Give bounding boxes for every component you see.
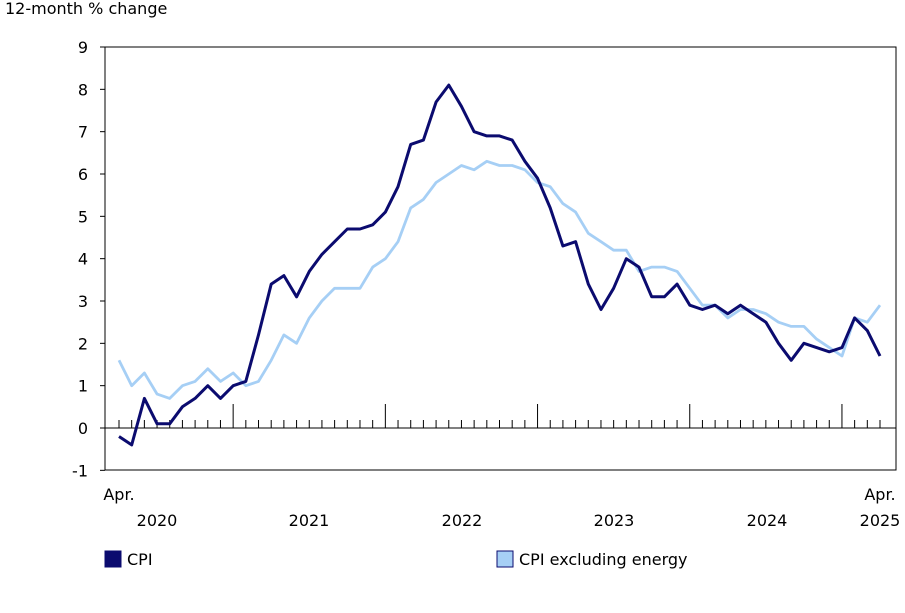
y-axis-label: 12-month % change — [5, 0, 167, 18]
y-tick-label: 2 — [78, 334, 88, 353]
year-label: 2021 — [289, 511, 330, 530]
y-tick-label: -1 — [72, 461, 88, 480]
x-axis-year-labels: 2020 2021 2022 2023 2024 2025 — [137, 511, 901, 530]
y-tick-label: 9 — [78, 38, 88, 57]
legend-swatch — [496, 550, 514, 568]
legend-label: CPI excluding energy — [519, 550, 688, 569]
y-tick-label: 5 — [78, 207, 88, 226]
y-tick-label: 1 — [78, 377, 88, 396]
y-tick-label: 3 — [78, 292, 88, 311]
plot-area-frame — [104, 46, 897, 471]
series-line-cpi-excluding-energy — [117, 159, 882, 400]
legend: CPI CPI excluding energy — [104, 550, 688, 569]
legend-label: CPI — [127, 550, 153, 569]
x-end-month-label: Apr. — [864, 485, 895, 504]
series-lines — [117, 83, 882, 447]
y-axis-ticks: 9 8 7 6 5 4 3 2 1 0 -1 — [72, 38, 105, 480]
series-line-cpi — [118, 83, 882, 447]
y-tick-label: 6 — [78, 165, 88, 184]
year-label: 2022 — [442, 511, 483, 530]
year-label: 2024 — [747, 511, 788, 530]
x-start-month-label: Apr. — [103, 485, 134, 504]
year-label: 2025 — [860, 511, 901, 530]
y-tick-label: 8 — [78, 80, 88, 99]
year-label: 2023 — [594, 511, 635, 530]
legend-swatch — [104, 550, 122, 568]
y-tick-label: 7 — [78, 123, 88, 142]
x-axis-ticks — [118, 404, 881, 428]
year-label: 2020 — [137, 511, 178, 530]
y-tick-label: 4 — [78, 250, 88, 269]
y-tick-label: 0 — [78, 419, 88, 438]
